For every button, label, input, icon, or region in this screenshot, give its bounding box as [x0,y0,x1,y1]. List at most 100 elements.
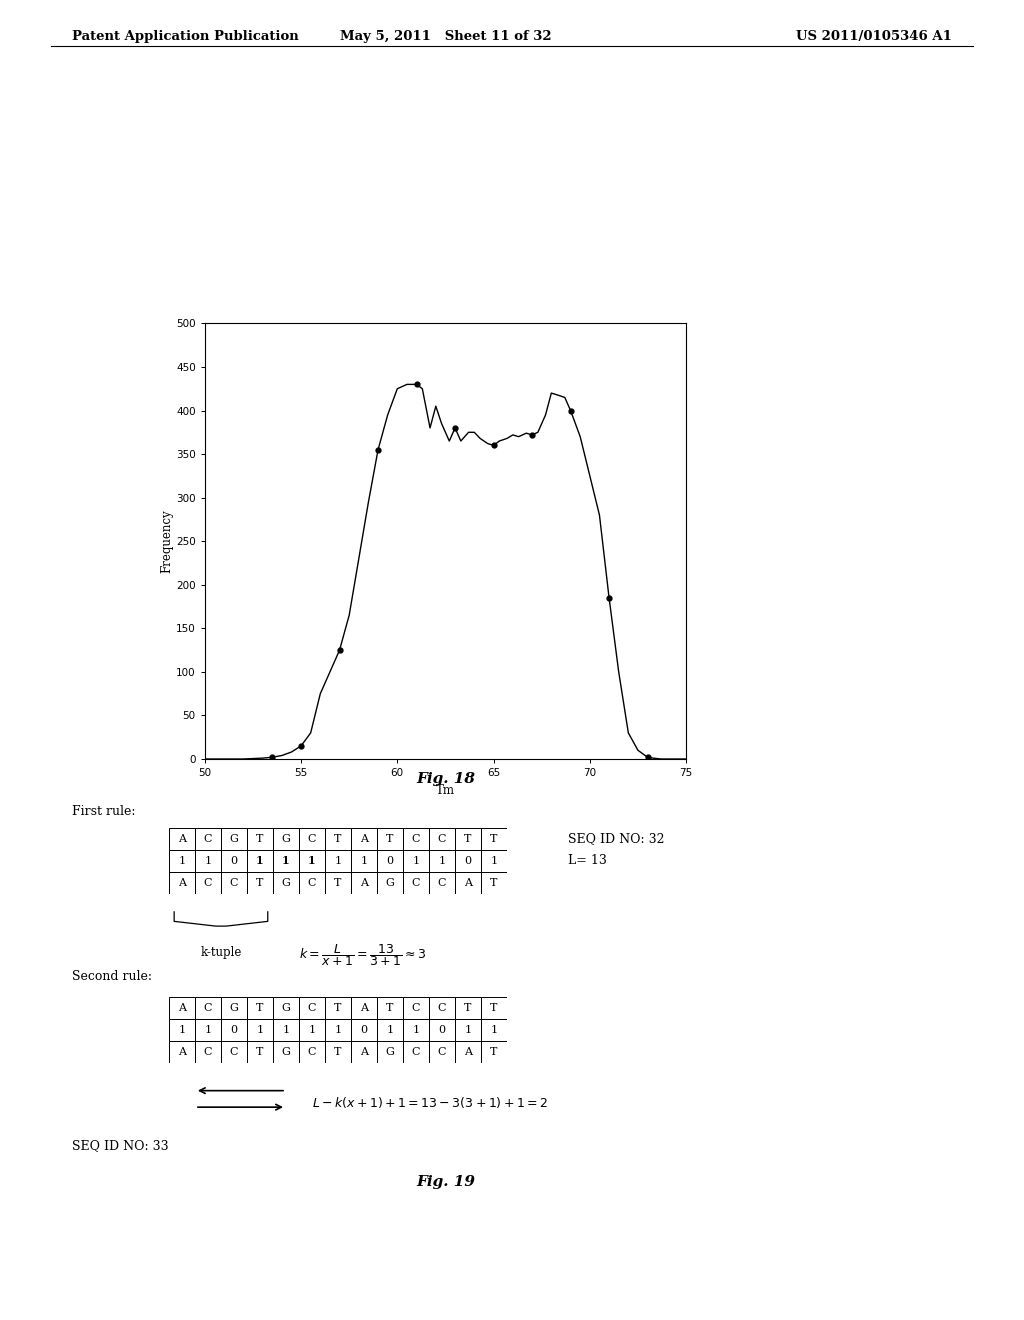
Bar [403,1040,429,1063]
Text: SEQ ID NO: 32: SEQ ID NO: 32 [568,833,665,845]
Text: A: A [178,878,186,887]
Bar [377,1019,403,1040]
Bar [195,1040,221,1063]
Bar [195,828,221,850]
Text: C: C [437,1003,446,1012]
Bar [429,871,455,894]
Text: SEQ ID NO: 33: SEQ ID NO: 33 [72,1139,168,1152]
Bar [169,1019,195,1040]
Text: 1: 1 [256,855,264,866]
Text: C: C [412,1047,420,1056]
Text: 1: 1 [205,855,212,866]
Bar [403,828,429,850]
Text: T: T [256,1047,263,1056]
X-axis label: Tm: Tm [436,784,455,796]
Text: 1: 1 [413,1024,420,1035]
Text: T: T [334,1047,342,1056]
Text: C: C [204,1003,212,1012]
Bar [377,997,403,1019]
Text: T: T [490,878,498,887]
Text: G: G [282,1003,291,1012]
Text: First rule:: First rule: [72,805,135,818]
Bar [351,828,377,850]
Bar [429,1019,455,1040]
Text: Fig. 18: Fig. 18 [416,772,475,787]
Text: 0: 0 [230,1024,238,1035]
Text: 1: 1 [413,855,420,866]
Text: A: A [360,1047,368,1056]
Text: 1: 1 [490,1024,498,1035]
Bar [247,997,273,1019]
Bar [481,850,507,871]
Text: A: A [360,1003,368,1012]
Bar [403,997,429,1019]
Text: 0: 0 [230,855,238,866]
Text: 1: 1 [335,855,342,866]
Text: 1: 1 [438,855,445,866]
Text: 0: 0 [465,855,471,866]
Bar [455,1040,481,1063]
Text: C: C [307,878,316,887]
Bar [247,871,273,894]
Bar [169,828,195,850]
Bar [299,871,325,894]
Bar [325,1019,351,1040]
Text: T: T [464,1003,472,1012]
Bar [221,1019,247,1040]
Text: A: A [360,834,368,843]
Bar [325,1040,351,1063]
Text: 1: 1 [308,1024,315,1035]
Text: C: C [412,878,420,887]
Text: G: G [385,878,394,887]
Bar [377,850,403,871]
Bar [351,1019,377,1040]
Bar [195,871,221,894]
Text: 1: 1 [283,1024,290,1035]
Bar [429,828,455,850]
Text: Second rule:: Second rule: [72,970,152,983]
Text: G: G [229,1003,239,1012]
Text: T: T [386,834,393,843]
Bar [403,1019,429,1040]
Bar [403,850,429,871]
Text: C: C [307,1047,316,1056]
Text: US 2011/0105346 A1: US 2011/0105346 A1 [797,30,952,44]
Text: $L-k(x+1)+1=13-3(3+1)+1=2$: $L-k(x+1)+1=13-3(3+1)+1=2$ [312,1094,548,1110]
Text: C: C [204,878,212,887]
Bar [455,997,481,1019]
Text: C: C [229,878,239,887]
Text: C: C [307,834,316,843]
Text: A: A [178,1047,186,1056]
Text: 1: 1 [490,855,498,866]
Text: A: A [178,1003,186,1012]
Bar [299,1019,325,1040]
Bar [299,1040,325,1063]
Bar [169,1040,195,1063]
Bar [247,850,273,871]
Text: G: G [282,834,291,843]
Bar [273,1019,299,1040]
Text: 0: 0 [386,855,393,866]
Bar [377,828,403,850]
Bar [299,850,325,871]
Text: C: C [437,878,446,887]
Bar [273,1040,299,1063]
Bar [299,828,325,850]
Bar [455,1019,481,1040]
Bar [195,997,221,1019]
Text: T: T [256,1003,263,1012]
Text: C: C [307,1003,316,1012]
Bar [169,997,195,1019]
Bar [325,997,351,1019]
Bar [273,850,299,871]
Text: 1: 1 [360,855,368,866]
Text: G: G [229,834,239,843]
Bar [481,997,507,1019]
Text: 1: 1 [178,1024,185,1035]
Text: 0: 0 [438,1024,445,1035]
Text: T: T [386,1003,393,1012]
Text: T: T [334,878,342,887]
Bar [169,850,195,871]
Bar [325,828,351,850]
Text: k-tuple: k-tuple [201,946,242,960]
